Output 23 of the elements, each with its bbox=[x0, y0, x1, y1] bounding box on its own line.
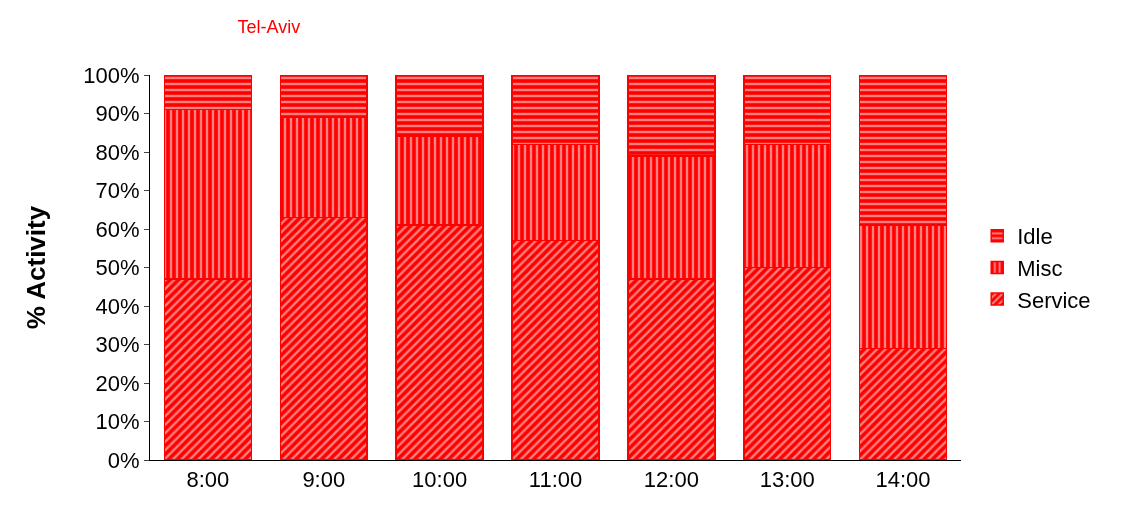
x-tick-label: 10:00 bbox=[412, 467, 468, 493]
text: Idle bbox=[1017, 224, 1053, 250]
y-tick-label: 70% bbox=[95, 178, 140, 204]
y-tick-label: 60% bbox=[95, 216, 140, 242]
y-tick-label: 40% bbox=[95, 293, 140, 319]
y-tick-label: 30% bbox=[95, 332, 140, 358]
x-tick-label: 9:00 bbox=[302, 467, 346, 493]
y-tick-label: 100% bbox=[83, 62, 140, 88]
y-tick-label: 80% bbox=[95, 139, 140, 165]
x-tick-label: 14:00 bbox=[875, 467, 931, 493]
chart-title: Tel-Aviv bbox=[237, 17, 301, 37]
y-tick-label: 50% bbox=[95, 255, 140, 281]
y-tick-label: 0% bbox=[107, 447, 140, 473]
x-tick-label: 12:00 bbox=[643, 467, 699, 493]
x-tick-label: 11:00 bbox=[528, 467, 583, 493]
y-tick-label: 10% bbox=[95, 409, 140, 435]
x-tick-label: 13:00 bbox=[759, 467, 815, 493]
y-tick-label: 20% bbox=[95, 370, 140, 396]
text: Misc bbox=[1017, 255, 1063, 281]
x-tick-label: 8:00 bbox=[186, 467, 230, 493]
y-tick-label: 90% bbox=[95, 101, 140, 127]
text: Service bbox=[1017, 287, 1091, 313]
y-axis-title: % Activity bbox=[20, 205, 51, 330]
